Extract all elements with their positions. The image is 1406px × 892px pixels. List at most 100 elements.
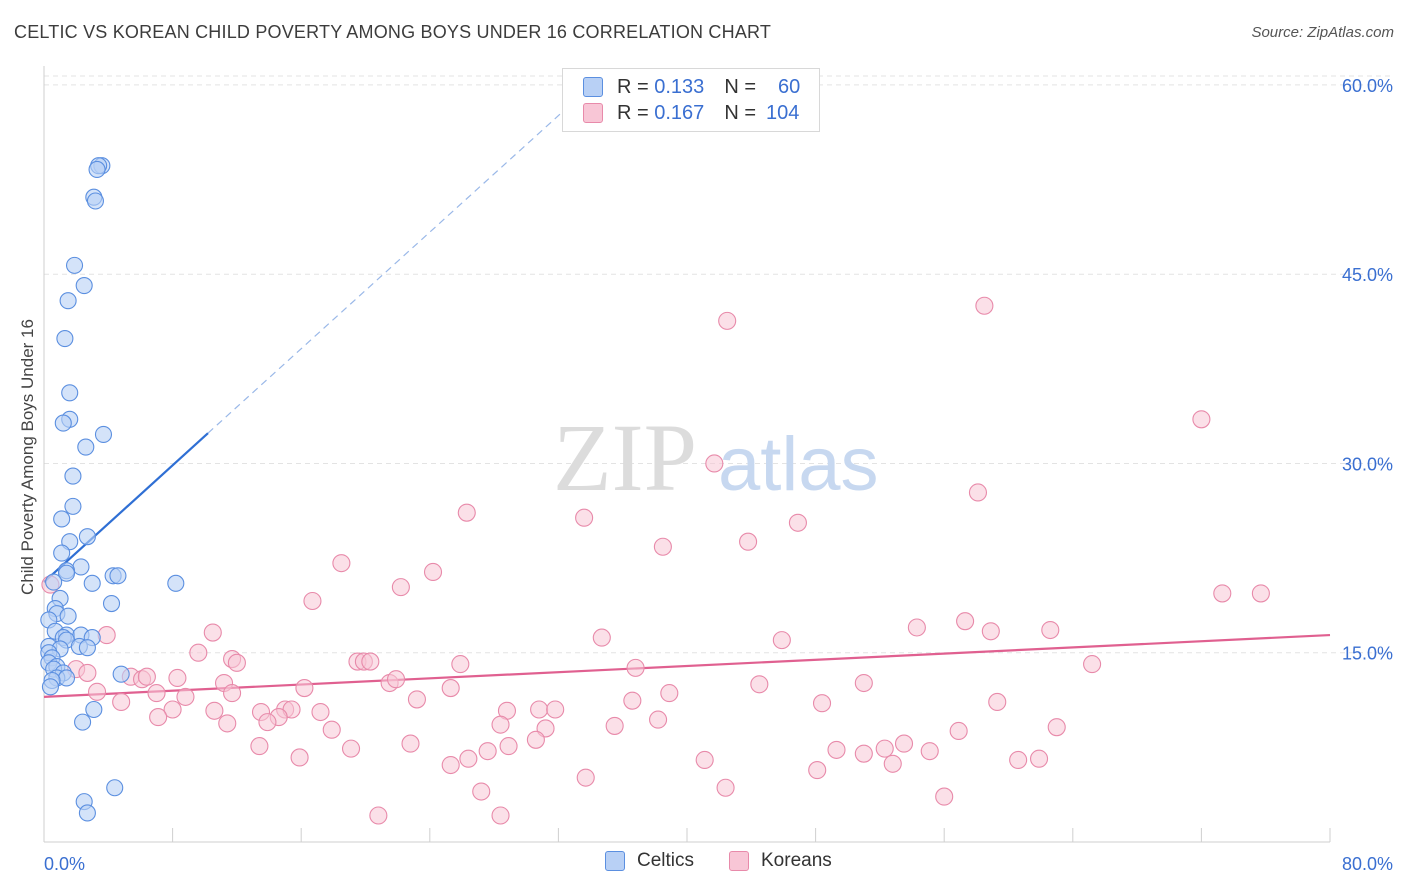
legend-row-koreans: R = 0.167 N = 104 (583, 100, 799, 126)
koreans-point-51 (407, 690, 426, 709)
celtics-point-15 (64, 497, 82, 515)
koreans-point-73 (949, 721, 968, 741)
celtics-point-29 (102, 594, 121, 613)
koreans-point-26 (227, 653, 246, 672)
koreans-point-93 (1029, 749, 1049, 768)
y-tick-label-0: 15.0% (1342, 644, 1393, 664)
celtics-point-20 (72, 558, 90, 576)
legend-item-celtics: Celtics (605, 850, 694, 872)
koreans-point-79 (341, 739, 361, 758)
celtics-point-28 (45, 573, 63, 591)
koreans-point-82 (695, 750, 714, 770)
koreans-point-1 (975, 296, 994, 315)
koreans-point-70 (605, 716, 624, 735)
y-tick-label-2: 45.0% (1342, 265, 1393, 285)
celtics-point-16 (53, 510, 71, 528)
koreans-point-96 (716, 778, 735, 797)
koreans-trend-line (43, 633, 1331, 698)
koreans-point-3 (705, 454, 724, 473)
koreans-point-89 (459, 749, 478, 768)
koreans-point-12 (391, 578, 410, 597)
x-tick-label-max: 80.0% (1342, 854, 1393, 874)
koreans-point-94 (576, 768, 595, 787)
koreans-point-75 (322, 720, 341, 739)
koreans-point-5 (457, 503, 476, 522)
celtics-point-6 (75, 277, 93, 295)
koreans-point-77 (499, 737, 518, 756)
koreans-point-22 (592, 628, 611, 647)
celtics-point-2 (88, 160, 106, 179)
koreans-point-8 (739, 532, 758, 551)
koreans-n-label: N = (724, 101, 756, 124)
gridlines (44, 75, 1394, 654)
celtics-point-25 (83, 574, 101, 592)
koreans-point-100 (491, 806, 510, 825)
koreans-point-98 (935, 787, 954, 806)
celtics-point-52 (57, 669, 76, 687)
koreans-legend-label: Koreans (761, 850, 832, 871)
koreans-point-29 (361, 652, 380, 671)
koreans-point-65 (546, 700, 565, 719)
x-tick-labels: 0.0% 80.0% (44, 854, 1393, 874)
koreans-points (41, 296, 1270, 825)
koreans-point-78 (250, 737, 269, 756)
celtics-point-42 (78, 639, 96, 657)
koreans-point-52 (623, 691, 642, 710)
y-axis-label: Child Poverty Among Boys Under 16 (18, 319, 37, 595)
koreans-point-66 (812, 694, 832, 713)
koreans-point-10 (332, 554, 351, 573)
celtics-trend-extension (207, 93, 583, 434)
celtics-legend-label: Celtics (637, 850, 695, 871)
celtics-points (40, 157, 185, 822)
y-tick-label-3: 60.0% (1342, 76, 1393, 96)
axes (43, 66, 1331, 843)
koreans-point-6 (575, 508, 594, 527)
koreans-n-value: 104 (766, 101, 800, 124)
koreans-point-16 (956, 612, 975, 631)
koreans-point-23 (772, 631, 791, 650)
koreans-point-71 (649, 710, 668, 729)
koreans-r-label: R = (617, 101, 649, 124)
celtics-n-value: 60 (778, 75, 801, 98)
koreans-point-47 (87, 682, 107, 701)
celtics-point-32 (59, 607, 77, 625)
koreans-point-74 (1047, 718, 1066, 737)
koreans-point-44 (750, 675, 769, 694)
koreans-point-48 (147, 684, 166, 703)
koreans-point-38 (168, 668, 187, 688)
celtics-point-50 (112, 665, 130, 683)
koreans-point-40 (386, 670, 406, 689)
koreans-point-56 (205, 701, 224, 720)
x-tick-label-min: 0.0% (44, 854, 85, 874)
koreans-point-81 (478, 742, 497, 761)
celtics-point-19 (53, 544, 71, 562)
koreans-point-91 (808, 761, 827, 780)
koreans-point-15 (303, 591, 322, 611)
koreans-point-68 (218, 714, 237, 733)
celtics-point-4 (86, 192, 104, 210)
celtics-point-7 (59, 292, 77, 310)
koreans-point-62 (258, 713, 277, 732)
koreans-swatch (583, 103, 603, 123)
koreans-legend-swatch (729, 851, 749, 871)
celtics-point-5 (65, 256, 84, 274)
koreans-point-86 (894, 734, 914, 753)
koreans-point-95 (883, 754, 902, 773)
celtics-point-55 (85, 700, 103, 719)
koreans-point-87 (920, 742, 939, 761)
koreans-point-54 (112, 692, 131, 711)
legend-stats: R = 0.133 N = 60 R = 0.167 N = 104 (562, 68, 820, 132)
koreans-point-19 (981, 622, 1000, 641)
koreans-point-83 (827, 740, 846, 759)
koreans-point-69 (491, 715, 510, 734)
koreans-point-99 (369, 806, 388, 825)
koreans-point-11 (423, 562, 443, 582)
koreans-point-42 (295, 679, 314, 698)
koreans-trend-solid (43, 633, 1331, 698)
celtics-point-24 (109, 567, 127, 585)
celtics-r-value: 0.133 (654, 75, 705, 98)
koreans-point-59 (311, 702, 330, 722)
koreans-point-45 (854, 673, 873, 693)
koreans-point-92 (1009, 750, 1028, 770)
chart-source: Source: ZipAtlas.com (1251, 24, 1394, 41)
